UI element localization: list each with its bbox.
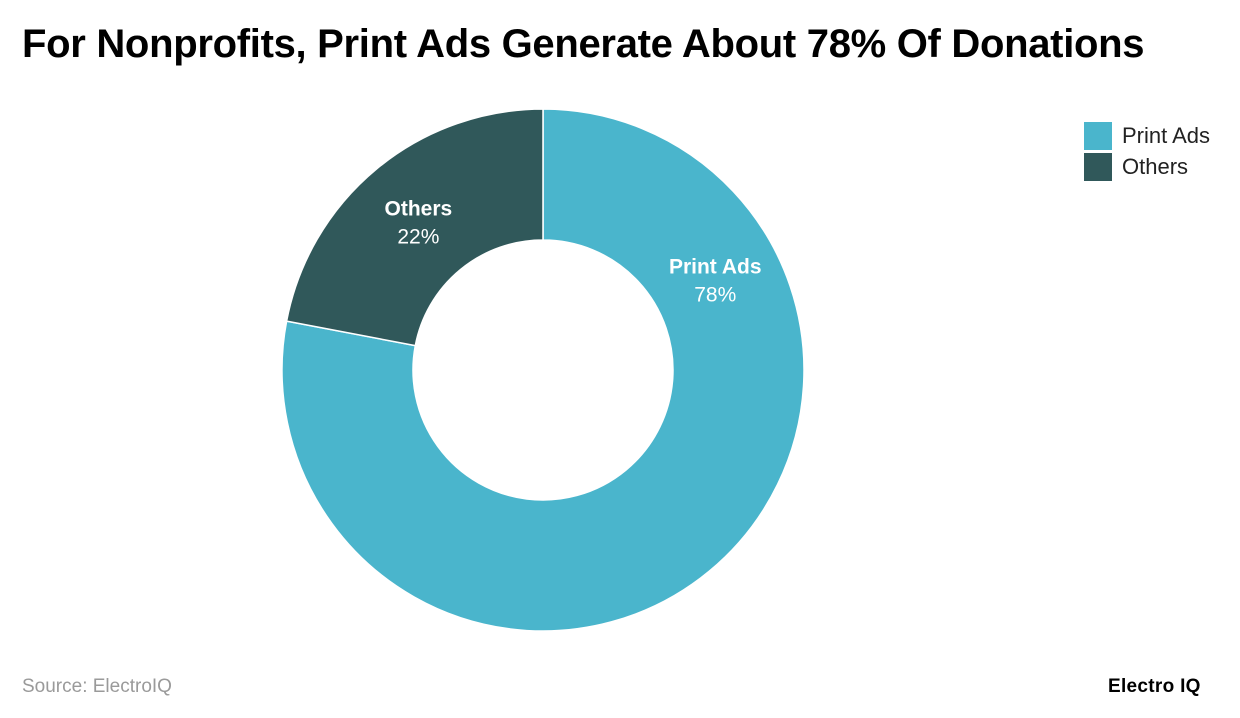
legend-label-print-ads: Print Ads (1122, 122, 1211, 148)
slice-label-print-ads: Print Ads (669, 256, 762, 279)
legend-item-others: Others (1084, 151, 1210, 182)
legend-label-others: Others (1122, 153, 1189, 179)
donut-slices (281, 108, 805, 632)
slice-value-print-ads: 78% (694, 284, 736, 307)
chart-legend: Print Ads Others (1084, 120, 1210, 182)
slice-value-others: 22% (397, 225, 439, 248)
legend-swatch-others (1084, 152, 1112, 181)
source-note: Source: ElectroIQ (22, 676, 172, 697)
chart-title: For Nonprofits, Print Ads Generate About… (22, 22, 1145, 66)
slice-print-ads (281, 108, 805, 632)
slice-label-others: Others (385, 197, 453, 220)
legend-item-print-ads: Print Ads (1084, 120, 1210, 151)
brand-logo: Electro IQ (1108, 676, 1201, 697)
slice-labels: Print Ads 78% Others 22% (385, 197, 762, 306)
legend-swatch-print-ads (1084, 121, 1112, 150)
slice-others (285, 108, 544, 347)
